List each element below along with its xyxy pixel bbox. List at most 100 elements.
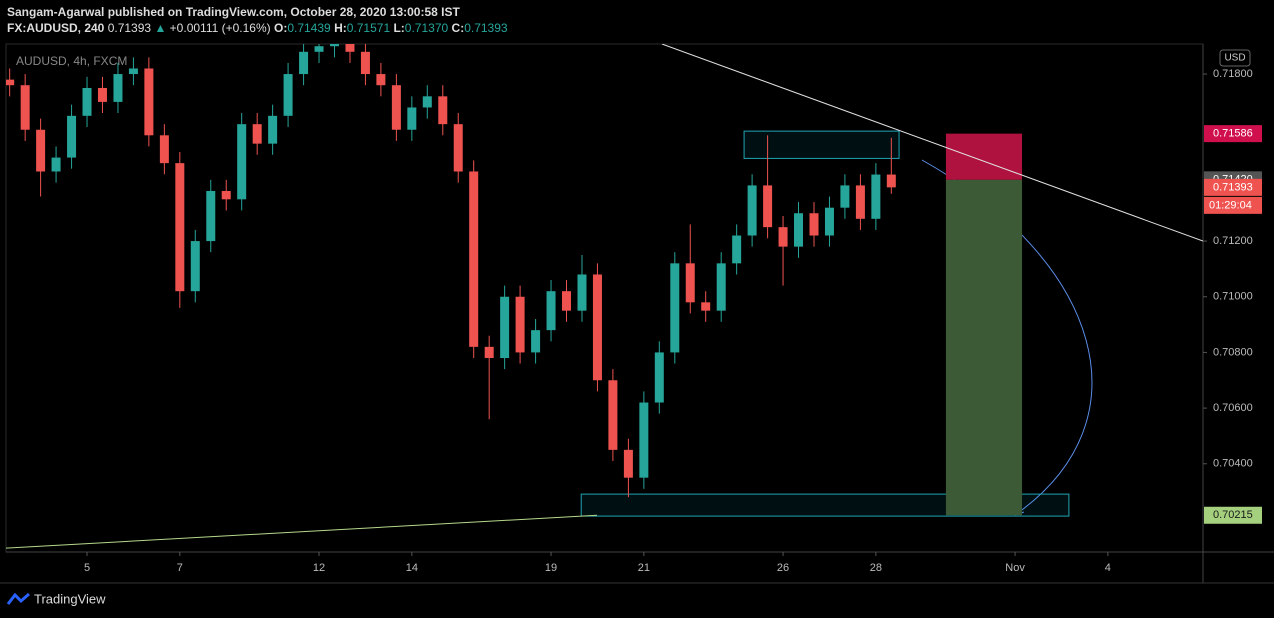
candle-body <box>623 449 633 478</box>
x-tick-label: 7 <box>177 562 183 574</box>
candle-body <box>314 46 324 52</box>
candle-body <box>809 213 819 236</box>
countdown: 01:29:04 <box>1209 199 1252 211</box>
h-label: H: <box>334 21 347 35</box>
candle-body <box>237 124 247 200</box>
zone <box>743 130 900 159</box>
candle-body <box>36 129 46 172</box>
trendline <box>6 514 598 549</box>
candle-body <box>701 302 711 311</box>
y-tick-label: 0.71800 <box>1213 68 1253 80</box>
price-label-bg <box>1204 125 1262 143</box>
x-tick-label: Nov <box>1005 562 1025 574</box>
y-tick-label: 0.70600 <box>1213 402 1253 414</box>
candle-body <box>345 44 355 52</box>
countdown-bg <box>1204 196 1262 214</box>
candle-body <box>206 190 216 242</box>
candle-body <box>438 96 448 125</box>
o-label: O: <box>273 21 288 35</box>
candle-body <box>886 174 896 188</box>
candle-body <box>561 291 571 311</box>
candle-body <box>546 291 556 331</box>
y-tick-label: 0.70800 <box>1213 346 1253 358</box>
candle-body <box>144 68 154 136</box>
arrow: ▲ <box>154 21 167 35</box>
candle-body <box>283 74 293 116</box>
candle-body <box>871 174 881 219</box>
candle-body <box>840 185 850 208</box>
candle-body <box>654 352 664 403</box>
currency: USD <box>1224 53 1245 64</box>
price-label-bg <box>1204 506 1262 524</box>
x-tick-label: 19 <box>545 562 557 574</box>
price-label: 0.70215 <box>1213 509 1253 521</box>
stop-zone <box>945 133 1023 180</box>
h: 0.71571 <box>346 21 391 35</box>
x-tick-label: 14 <box>406 562 418 574</box>
candle-body <box>608 380 618 450</box>
candle-body <box>577 274 587 311</box>
candle-body <box>855 185 865 219</box>
candle-body <box>190 241 200 292</box>
price-label: 0.71586 <box>1213 128 1253 140</box>
price-label: 0.71393 <box>1213 181 1253 193</box>
header: Sangam-Agarwal published on TradingView.… <box>7 4 508 36</box>
symbol: FX:AUDUSD, 240 <box>7 21 105 35</box>
candle-body <box>515 296 525 353</box>
x-tick-label: 4 <box>1105 562 1111 574</box>
watermark: AUDUSD, 4h, FXCM <box>16 54 127 68</box>
candle-body <box>376 74 386 86</box>
candle-body <box>268 115 278 144</box>
l-label: L: <box>393 21 405 35</box>
trendline <box>661 44 1203 242</box>
change: +0.00111 (+0.16%) <box>169 21 271 35</box>
candle-body <box>639 402 649 478</box>
candle-body <box>329 44 339 47</box>
o: 0.71439 <box>287 21 331 35</box>
candle-body <box>469 171 479 347</box>
x-tick-label: 21 <box>638 562 650 574</box>
publisher: Sangam-Agarwal published on TradingView.… <box>7 5 460 19</box>
x-tick-label: 26 <box>777 562 789 574</box>
candle-body <box>407 107 417 130</box>
c-label: C: <box>451 21 465 35</box>
candle-body <box>391 85 401 130</box>
candle-body <box>252 124 262 144</box>
candle-body <box>824 207 834 236</box>
candle-body <box>716 263 726 311</box>
y-tick-label: 0.71200 <box>1213 235 1253 247</box>
candle-body <box>175 163 185 292</box>
candle-body <box>128 68 138 75</box>
price-label-bg <box>1204 178 1262 196</box>
y-tick-label: 0.71000 <box>1213 291 1253 303</box>
candle-body <box>67 115 77 158</box>
candle-body <box>500 296 510 358</box>
candle-body <box>113 74 123 102</box>
brand: TradingView <box>34 591 106 606</box>
candle-body <box>747 185 757 236</box>
candle-body <box>592 274 602 381</box>
candle-body <box>685 263 695 303</box>
candle-body <box>97 87 107 102</box>
candle-body <box>732 235 742 264</box>
candle-body <box>794 213 804 247</box>
y-tick-label: 0.70400 <box>1213 458 1253 470</box>
candle-body <box>159 135 169 164</box>
x-tick-label: 5 <box>84 562 90 574</box>
plot-frame <box>5 43 1204 553</box>
candle-body <box>531 330 541 353</box>
candle-body <box>360 51 370 75</box>
candle-body <box>422 96 432 108</box>
x-tick-label: 28 <box>870 562 882 574</box>
currency-box <box>1219 49 1251 67</box>
candle-body <box>763 185 773 228</box>
candle-body <box>6 79 15 86</box>
l: 0.71370 <box>404 21 449 35</box>
c: 0.71393 <box>464 21 508 35</box>
candle-body <box>670 263 680 353</box>
brand-logo <box>6 592 30 605</box>
candle-body <box>82 87 92 116</box>
candle-body <box>51 157 61 172</box>
